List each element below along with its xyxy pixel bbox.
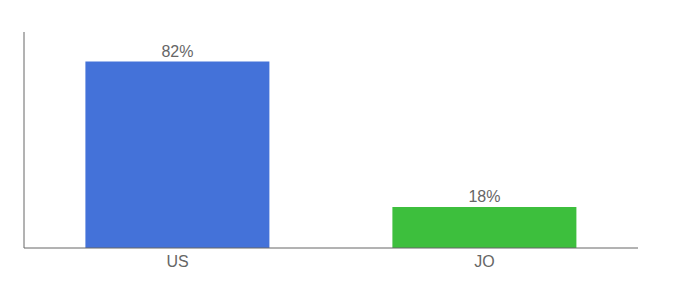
svg-text:JO: JO [474,253,494,270]
svg-text:18%: 18% [468,188,500,205]
svg-text:82%: 82% [161,43,193,60]
svg-text:US: US [166,253,188,270]
